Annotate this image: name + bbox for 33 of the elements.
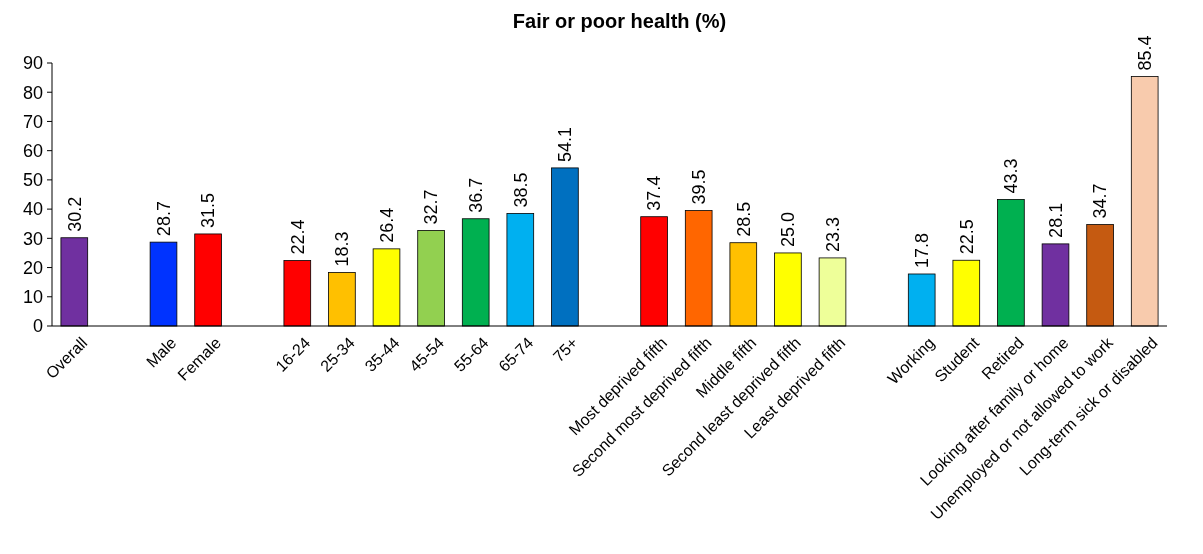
data-label: 39.5	[689, 169, 709, 205]
data-label: 37.4	[644, 175, 665, 211]
data-label: 54.1	[555, 126, 576, 162]
data-label: 85.4	[1135, 35, 1155, 71]
data-label: 31.5	[198, 192, 219, 228]
data-label: 26.4	[376, 207, 397, 243]
data-label: 38.5	[510, 172, 531, 208]
data-label: 23.3	[822, 216, 843, 252]
y-tick-label: 50	[22, 170, 43, 191]
data-label: 43.3	[1001, 158, 1022, 194]
data-label: 28.1	[1045, 202, 1066, 238]
y-tick-label: 20	[22, 257, 43, 278]
data-label: 22.5	[956, 219, 977, 255]
y-tick-label: 0	[32, 316, 43, 337]
data-label: 32.7	[421, 189, 442, 225]
data-label: 22.4	[287, 219, 308, 255]
y-tick-label: 10	[22, 287, 43, 308]
data-label: 17.8	[912, 232, 932, 268]
y-tick-label: 40	[22, 199, 43, 220]
chart-title: Fair or poor health (%)	[512, 10, 727, 32]
data-label: 28.7	[153, 201, 174, 237]
data-label: 18.3	[332, 231, 353, 267]
data-label: 28.5	[733, 201, 754, 237]
y-tick-label: 80	[22, 82, 43, 103]
data-label: 36.7	[466, 177, 486, 213]
data-label: 34.7	[1090, 183, 1111, 219]
y-tick-label: 70	[22, 111, 43, 132]
x-tick-label: 75+	[549, 334, 581, 366]
y-tick-label: 30	[22, 228, 43, 249]
y-tick-label: 60	[22, 140, 43, 161]
y-tick-label: 90	[22, 53, 43, 74]
data-label: 30.2	[64, 196, 85, 232]
data-label: 25.0	[778, 211, 799, 247]
